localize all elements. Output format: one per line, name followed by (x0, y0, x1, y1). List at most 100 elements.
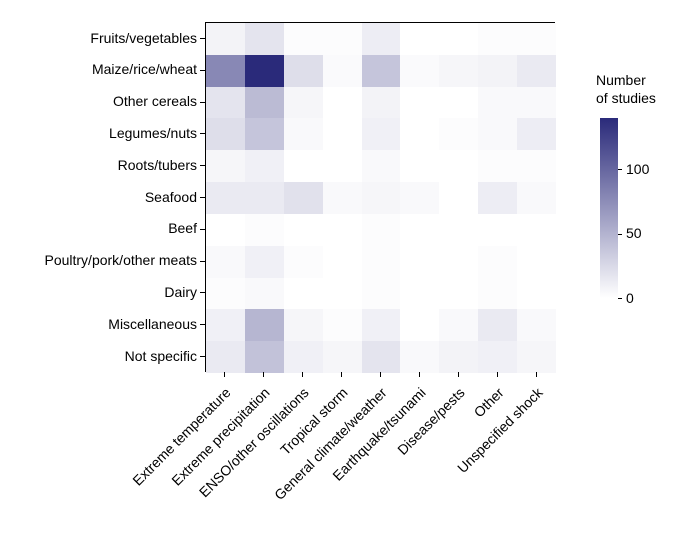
heatmap-cell (400, 341, 439, 373)
heatmap-cell (206, 278, 245, 310)
heatmap-figure: Fruits/vegetablesMaize/rice/wheatOther c… (0, 0, 685, 553)
heatmap-cell (362, 150, 401, 182)
heatmap-cell (439, 309, 478, 341)
y-axis-label: Roots/tubers (118, 157, 197, 173)
heatmap-cell (206, 87, 245, 119)
colorbar-tick (618, 298, 622, 299)
y-axis-label: Poultry/pork/other meats (44, 252, 197, 268)
heatmap-cell (206, 182, 245, 214)
y-axis-label: Miscellaneous (108, 316, 197, 332)
heatmap-cell (323, 341, 362, 373)
heatmap-cell (517, 23, 556, 55)
heatmap-cell (245, 118, 284, 150)
heatmap-cell (323, 23, 362, 55)
heatmap-cell (323, 182, 362, 214)
heatmap-plot-area (205, 22, 555, 372)
heatmap-cell (517, 182, 556, 214)
heatmap-cell (284, 278, 323, 310)
heatmap-cell (245, 246, 284, 278)
heatmap-cell (517, 309, 556, 341)
y-axis-tick (200, 261, 205, 262)
heatmap-cell (517, 278, 556, 310)
heatmap-cell (362, 309, 401, 341)
heatmap-cell (206, 341, 245, 373)
heatmap-cell (284, 118, 323, 150)
heatmap-cell (362, 278, 401, 310)
heatmap-cell (284, 309, 323, 341)
x-axis-tick (458, 372, 459, 377)
heatmap-cell (517, 55, 556, 87)
heatmap-cell (206, 150, 245, 182)
heatmap-cell (517, 118, 556, 150)
heatmap-cell (439, 118, 478, 150)
heatmap-cell (284, 214, 323, 246)
heatmap-cell (362, 87, 401, 119)
colorbar-gradient (600, 118, 618, 298)
x-axis-tick (497, 372, 498, 377)
heatmap-cell (362, 341, 401, 373)
heatmap-cell (245, 214, 284, 246)
y-axis-label: Legumes/nuts (109, 125, 197, 141)
heatmap-cell (400, 182, 439, 214)
heatmap-cell (206, 309, 245, 341)
heatmap-cell (517, 150, 556, 182)
heatmap-cell (245, 309, 284, 341)
heatmap-cell (517, 246, 556, 278)
heatmap-cell (245, 150, 284, 182)
heatmap-cell (478, 182, 517, 214)
x-axis-tick (536, 372, 537, 377)
heatmap-cell (323, 278, 362, 310)
heatmap-cell (478, 278, 517, 310)
heatmap-cell (478, 309, 517, 341)
heatmap-cell (323, 214, 362, 246)
heatmap-cell (478, 55, 517, 87)
heatmap-cell (284, 23, 323, 55)
heatmap-cell (478, 150, 517, 182)
heatmap-cell (362, 214, 401, 246)
y-axis-tick (200, 356, 205, 357)
heatmap-cell (323, 118, 362, 150)
y-axis-label: Fruits/vegetables (90, 30, 197, 46)
heatmap-cell (245, 23, 284, 55)
heatmap-cell (400, 309, 439, 341)
heatmap-cell (362, 55, 401, 87)
heatmap-cell (400, 118, 439, 150)
y-axis-tick (200, 102, 205, 103)
x-axis-tick (224, 372, 225, 377)
heatmap-cell (439, 150, 478, 182)
heatmap-cell (439, 23, 478, 55)
y-axis-label: Not specific (125, 348, 197, 364)
y-axis-tick (200, 38, 205, 39)
heatmap-cell (323, 87, 362, 119)
heatmap-cell (439, 55, 478, 87)
heatmap-cell (362, 23, 401, 55)
heatmap-cell (206, 23, 245, 55)
x-axis-tick (341, 372, 342, 377)
heatmap-cell (323, 55, 362, 87)
y-axis-label: Maize/rice/wheat (92, 61, 197, 77)
y-axis-tick (200, 324, 205, 325)
y-axis-tick (200, 70, 205, 71)
y-axis-label: Beef (168, 220, 197, 236)
x-axis-tick (419, 372, 420, 377)
heatmap-cell (323, 246, 362, 278)
heatmap-cell (439, 246, 478, 278)
colorbar-title: Number of studies (596, 72, 656, 107)
colorbar-tick-label: 0 (626, 290, 634, 306)
heatmap-cell (439, 214, 478, 246)
heatmap-cell (206, 246, 245, 278)
heatmap-cell (284, 150, 323, 182)
heatmap-cell (206, 214, 245, 246)
heatmap-cell (478, 87, 517, 119)
heatmap-cell (284, 341, 323, 373)
heatmap-cell (517, 214, 556, 246)
heatmap-cell (245, 341, 284, 373)
heatmap-cell (284, 182, 323, 214)
heatmap-cell (206, 55, 245, 87)
heatmap-cell (245, 87, 284, 119)
heatmap-cell (206, 118, 245, 150)
heatmap-cell (478, 23, 517, 55)
heatmap-cell (400, 55, 439, 87)
heatmap-cell (362, 182, 401, 214)
heatmap-cell (400, 87, 439, 119)
